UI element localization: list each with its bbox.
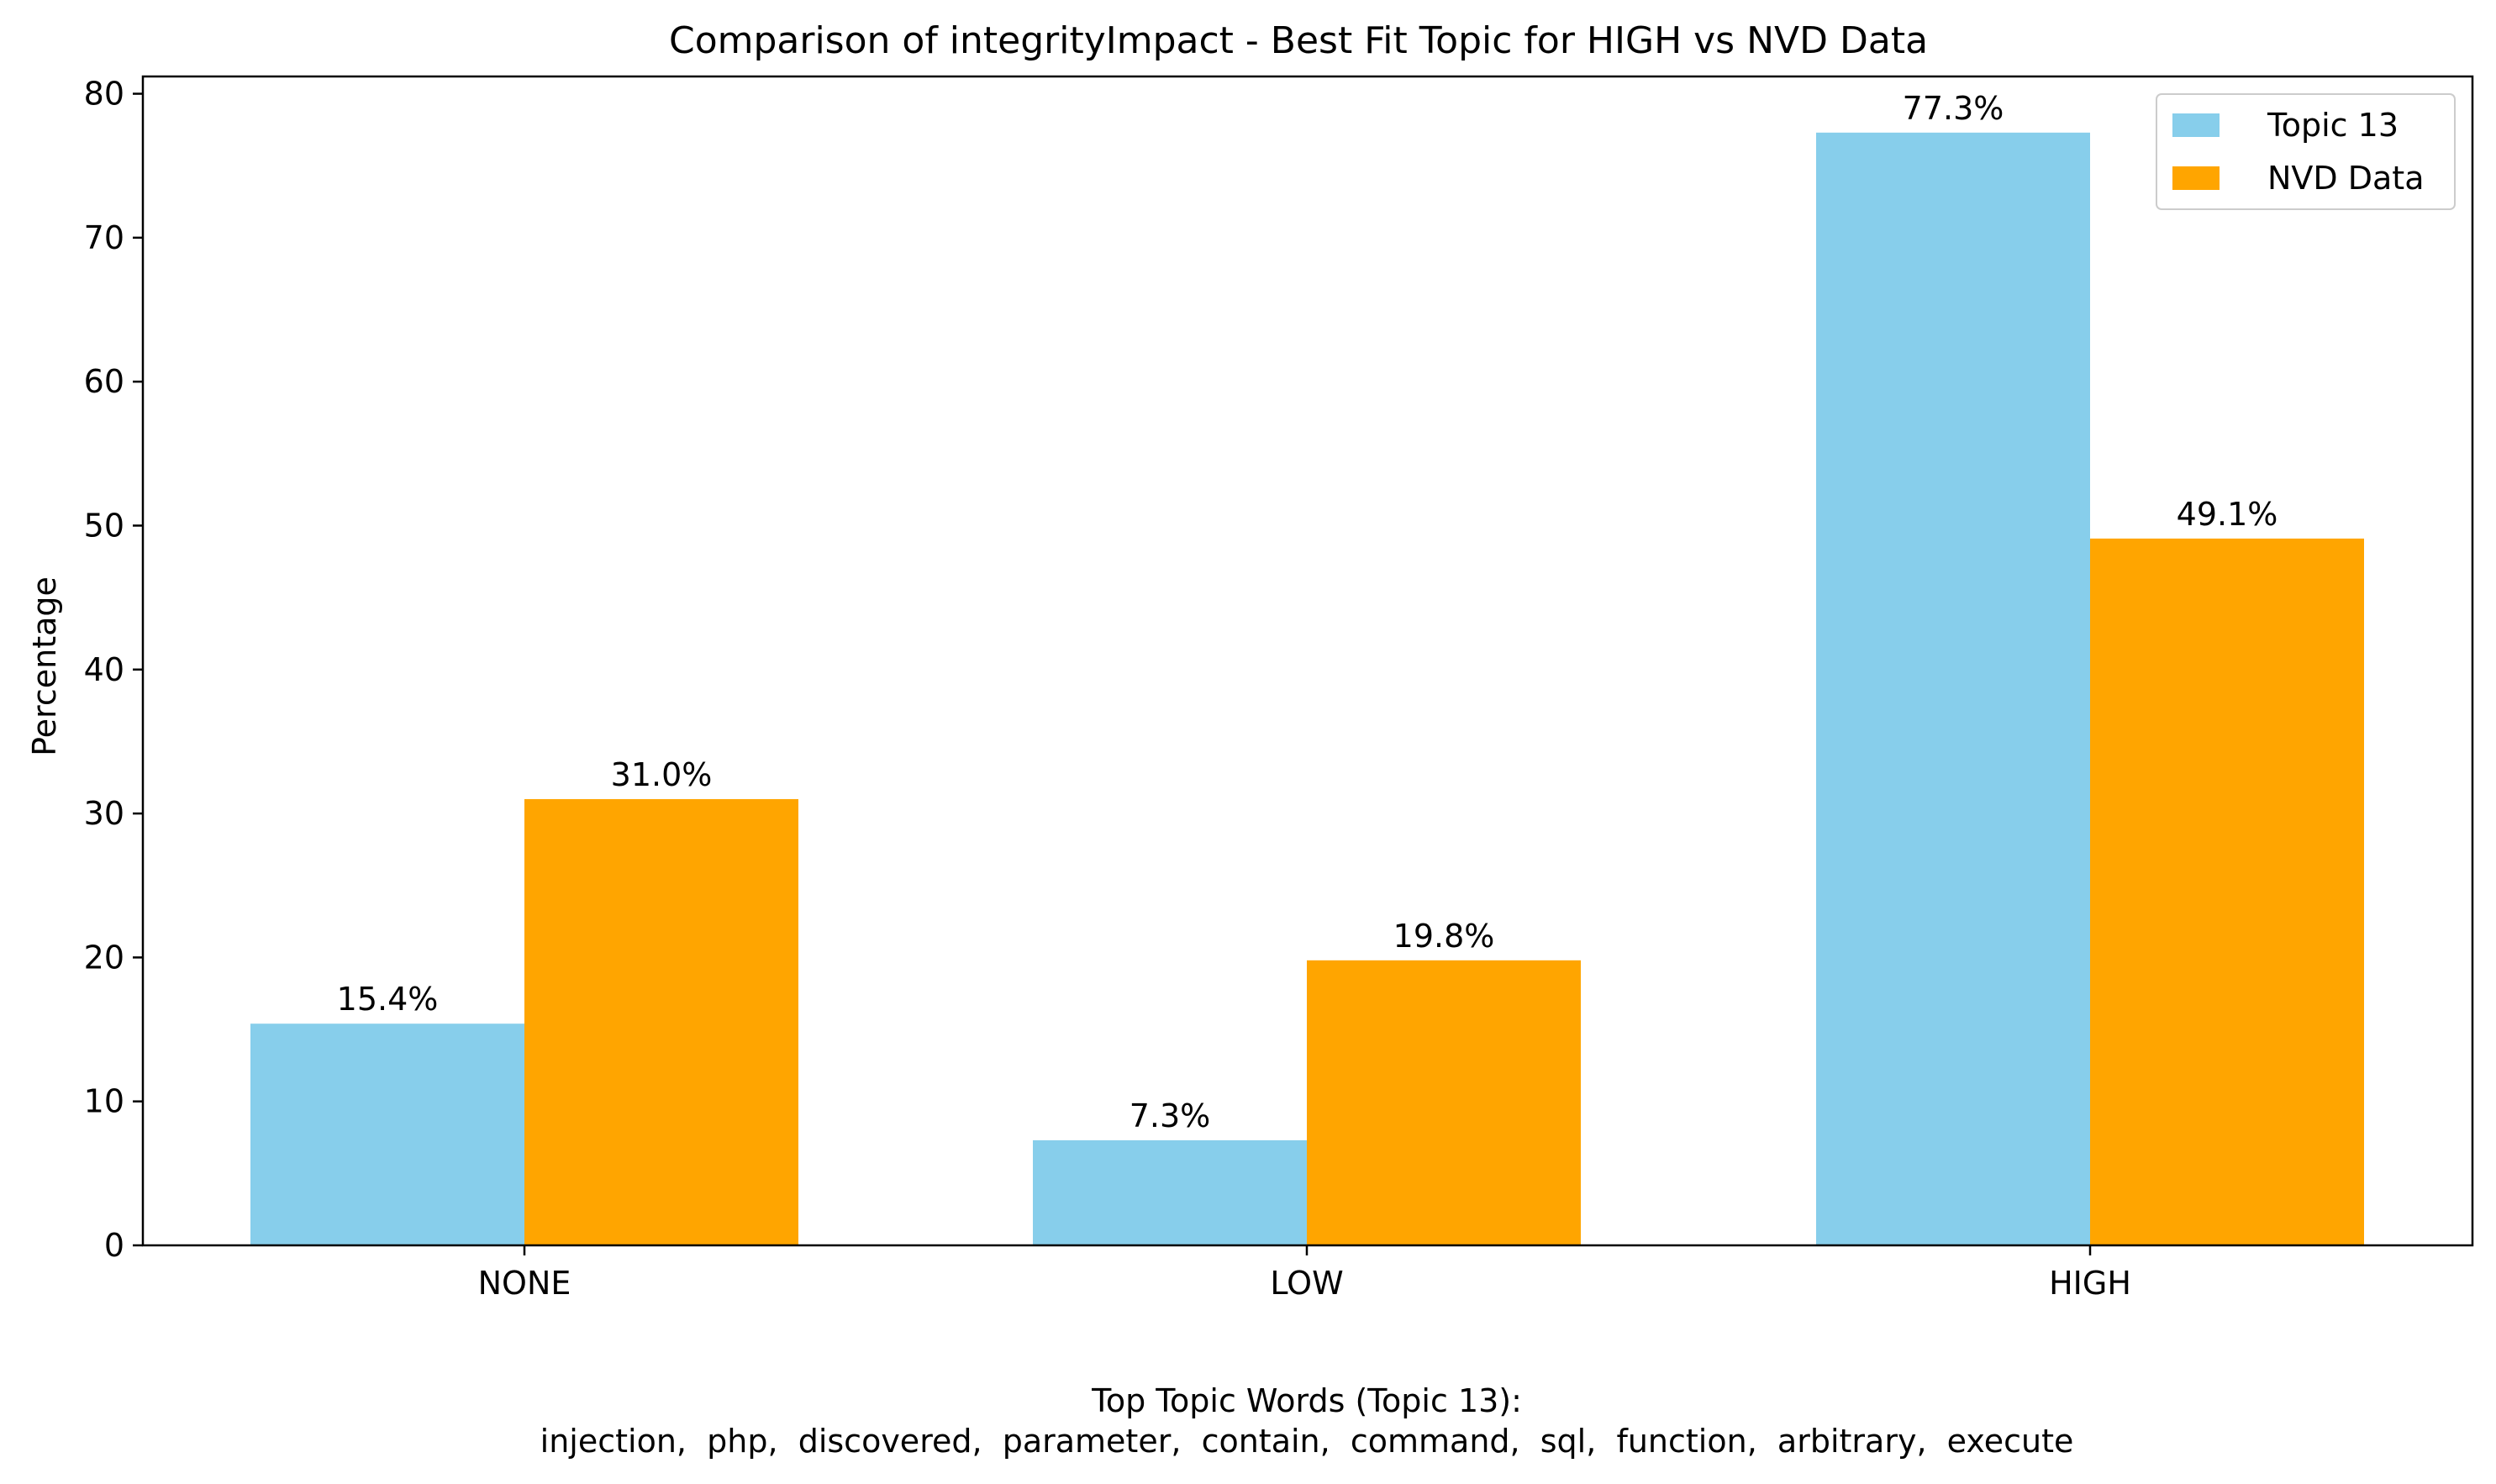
y-tick-label-70: 70	[84, 219, 124, 256]
bar-nvd-data-low	[1307, 960, 1581, 1245]
footnote-heading: Top Topic Words (Topic 13):	[1091, 1382, 1522, 1419]
bar-labels-layer: 15.4% 7.3% 77.3% 31.0% 19.8% 49.1%	[337, 90, 2278, 1134]
y-tick-label-50: 50	[84, 507, 124, 544]
y-tick-label-20: 20	[84, 939, 124, 976]
bar-label-topic-13-high: 77.3%	[1903, 90, 2004, 127]
bar-topic-13-high	[1816, 132, 2090, 1246]
bar-label-nvd-data-low: 19.8%	[1393, 918, 1495, 955]
y-tick-label-60: 60	[84, 363, 124, 400]
bar-label-topic-13-low: 7.3%	[1130, 1097, 1211, 1134]
bar-label-topic-13-none: 15.4%	[337, 981, 439, 1018]
y-tick-label-10: 10	[84, 1083, 124, 1120]
bar-nvd-data-high	[2090, 538, 2364, 1245]
y-tick-label-40: 40	[84, 651, 124, 688]
bar-topic-13-none	[250, 1024, 524, 1245]
x-tick-label-low: LOW	[1270, 1265, 1343, 1302]
footnote-words: injection, php, discovered, parameter, c…	[540, 1423, 2074, 1460]
bar-nvd-data-none	[524, 798, 798, 1245]
bar-label-nvd-data-none: 31.0%	[611, 756, 713, 793]
legend-swatch-nvd-data	[2172, 166, 2220, 190]
bar-label-nvd-data-high: 49.1%	[2177, 496, 2278, 533]
legend-label-nvd-data: NVD Data	[2267, 160, 2425, 197]
chart-title: Comparison of integrityImpact - Best Fit…	[669, 19, 1928, 62]
bars-layer	[250, 132, 2364, 1246]
y-tick-label-80: 80	[84, 76, 124, 113]
bar-topic-13-low	[1033, 1139, 1307, 1245]
y-axis: 0 10 20 30 40 50 60 70 80	[84, 76, 143, 1264]
x-tick-label-none: NONE	[478, 1265, 571, 1302]
x-axis: NONE LOW HIGH	[478, 1245, 2131, 1302]
legend-label-topic-13: Topic 13	[2267, 107, 2399, 144]
legend: Topic 13 NVD Data	[2156, 93, 2456, 210]
legend-frame	[2156, 93, 2456, 210]
y-axis-label: Percentage	[26, 576, 63, 756]
y-tick-label-0: 0	[104, 1227, 124, 1264]
legend-swatch-topic-13	[2172, 113, 2220, 137]
x-tick-label-high: HIGH	[2049, 1265, 2131, 1302]
y-tick-label-30: 30	[84, 795, 124, 832]
